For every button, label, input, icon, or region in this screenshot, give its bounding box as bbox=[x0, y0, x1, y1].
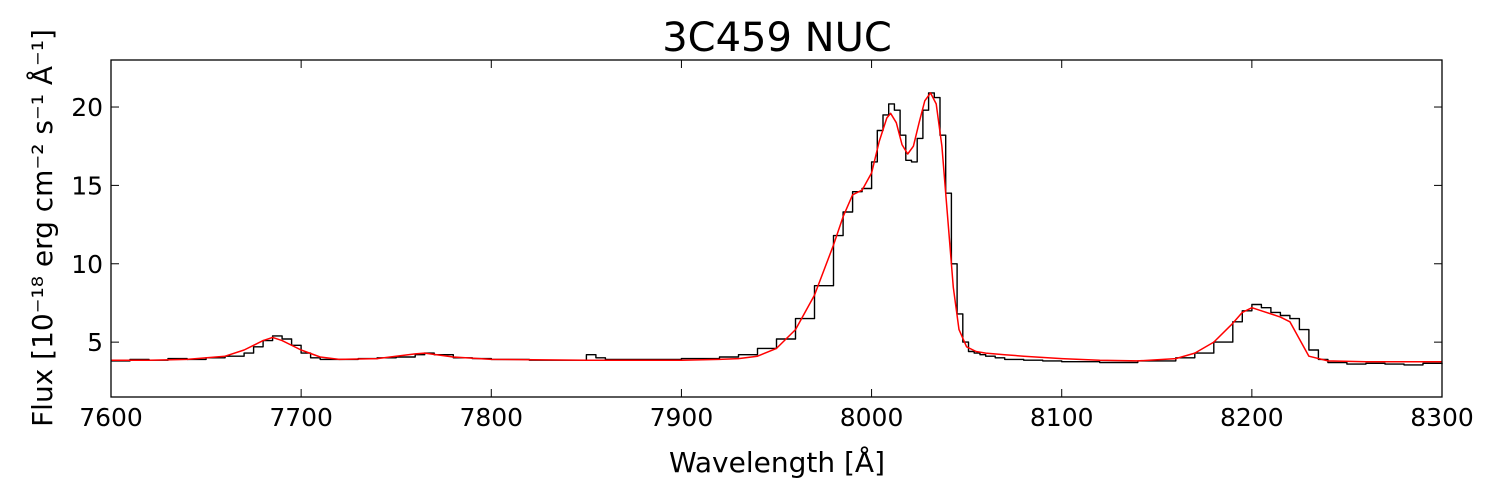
y-tick-label: 10 bbox=[71, 250, 103, 279]
y-axis-label: Flux [10⁻¹⁸ erg cm⁻² s⁻¹ Å⁻¹] bbox=[25, 29, 59, 427]
x-axis-label: Wavelength [Å] bbox=[669, 445, 885, 479]
plot-area bbox=[111, 92, 1443, 366]
x-tick-label: 8000 bbox=[840, 403, 904, 432]
y-tick-label: 15 bbox=[71, 171, 103, 200]
axis-ticks: 7600 7700 7800 7900 8000 8100 8200 8300 5 10 15 20 bbox=[71, 60, 1474, 432]
observed-spectrum-line bbox=[111, 92, 1443, 366]
plot-frame bbox=[110, 59, 1443, 398]
y-tick-label: 20 bbox=[71, 93, 103, 122]
x-tick-label: 8100 bbox=[1030, 403, 1094, 432]
x-tick-label: 7900 bbox=[650, 403, 714, 432]
model-fit-line bbox=[111, 92, 1442, 363]
x-tick-label: 7800 bbox=[459, 403, 523, 432]
x-tick-label: 8200 bbox=[1220, 403, 1284, 432]
x-tick-label: 8300 bbox=[1410, 403, 1474, 432]
chart-title: 3C459 NUC bbox=[662, 15, 892, 61]
x-tick-label: 7700 bbox=[269, 403, 333, 432]
y-tick-label: 5 bbox=[87, 328, 103, 357]
x-tick-label: 7600 bbox=[79, 403, 143, 432]
